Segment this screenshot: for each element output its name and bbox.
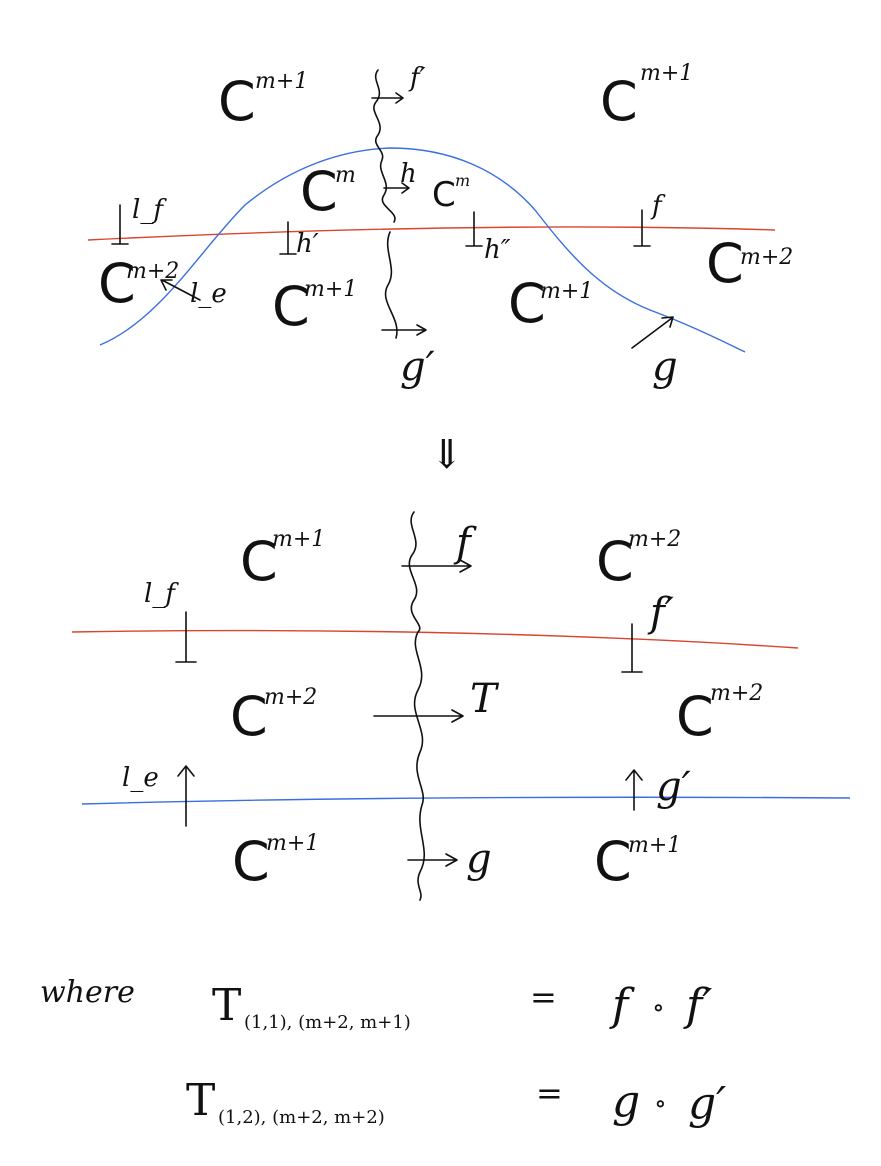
label-f-prime-top: f′ [408,63,426,93]
region-c-inner-right: C [432,175,456,215]
region-c-bottom-right-bottom: C [594,830,632,893]
label-f-right-top: f [650,191,666,221]
eq2-dot: ∘ [654,1089,667,1119]
top-center-string [373,69,396,223]
eq2-rhs-left: g [612,1076,640,1127]
where-word: where [40,975,135,1010]
eq2-equals: = [536,1074,563,1112]
arrow-h [383,182,410,194]
arrow-f-bottom [401,559,472,573]
exp-mid-right-bottom: m+2 [710,681,763,706]
exp-top-left-bottom: m+1 [272,527,325,552]
eq1-T: T [212,980,241,1031]
up-arrow-g-prime-bottom [625,769,643,811]
region-c-lower-outer-right: C [706,232,744,295]
arrow-le-top [160,279,201,301]
label-g-bottom: g [466,836,492,882]
region-c-upper-right: C [600,70,638,133]
down-arrow-lf-bottom [175,611,197,663]
arrow-g-top [631,316,674,349]
down-arrow-f-prime-bottom [621,623,643,673]
label-f-bottom: f [453,520,477,566]
exp-lower-inner-left: m+1 [304,277,357,302]
bottom-blue-line [81,796,851,805]
eq1-rhs-left: f [609,980,635,1031]
up-arrow-le-bottom [177,765,195,827]
eq1-subscript: (1,1), (m+2, m+1) [244,1012,411,1033]
label-h-double-prime: h″ [484,235,511,265]
arrow-g-bottom [407,853,458,867]
region-c-lower-inner-left: C [272,275,310,338]
exp-mid-left-bottom: m+2 [264,685,317,710]
region-c-mid-left-bottom: C [230,685,268,748]
region-c-top-right-bottom: C [596,530,634,593]
bottom-red-line [71,629,799,649]
top-red-line [87,226,776,241]
eq1-rhs-right: f′ [683,980,712,1031]
label-lf-bottom: l_f [144,579,179,609]
top-center-string-lower [384,231,398,339]
exp-bottom-left-bottom: m+1 [266,831,319,856]
top-blue-curve [99,147,746,353]
region-c-mid-right-bottom: C [676,685,714,748]
down-arrow-f-right [633,209,651,247]
exp-upper-right: m+1 [640,61,693,86]
down-arrow-lf-left [111,204,129,245]
exp-lower-outer-left: m+2 [126,259,179,284]
label-g-prime-top: g′ [400,344,435,390]
region-c-lower-outer-left: C [98,252,136,315]
exp-lower-inner-right: m+1 [540,279,593,304]
label-g-top: g [652,344,678,390]
label-h: h [400,159,417,189]
label-le-top: l_e [190,279,227,309]
exp-inner-right: m [455,171,470,190]
label-lf-top: l_f [132,195,167,225]
label-h-prime: h′ [296,229,319,259]
arrow-T [373,709,464,723]
label-f-prime-bottom: f′ [647,590,674,636]
region-c-lower-inner-right: C [508,272,546,335]
label-g-prime-bottom: g′ [656,764,691,810]
arrow-g-prime-top [381,324,427,336]
exp-bottom-right-bottom: m+1 [628,833,681,858]
equation-1: T (1,1), (m+2, m+1) = f ∘ f′ [212,978,712,1033]
exp-upper-left: m+1 [255,69,308,94]
exp-top-right-bottom: m+2 [628,527,681,552]
exp-lower-outer-right: m+2 [740,245,793,270]
label-le-bottom: l_e [122,763,159,793]
equivalence-arrow: ⇓ [430,432,464,478]
region-c-inner-left: C [300,160,338,223]
eq2-rhs-right: g′ [688,1078,726,1129]
down-arrow-h-double-prime [465,211,483,247]
eq1-equals: = [530,978,557,1016]
region-c-upper-left: C [218,70,256,133]
eq2-T: T [186,1075,215,1126]
label-T-bottom: T [470,676,500,722]
eq1-dot: ∘ [652,993,665,1023]
region-c-bottom-left-bottom: C [232,830,270,893]
bottom-diagram: C m+1 C m+2 C m+2 C m+2 C m+1 C m+1 f l_… [71,511,851,901]
eq2-subscript: (1,2), (m+2, m+2) [218,1107,385,1128]
equation-2: T (1,2), (m+2, m+2) = g ∘ g′ [186,1074,726,1129]
equations: where T (1,1), (m+2, m+1) = f ∘ f′ T (1,… [40,975,726,1129]
bottom-center-string [408,511,425,901]
region-c-top-left-bottom: C [240,530,278,593]
arrow-f-prime-top [371,92,404,104]
top-diagram: C m+1 C m+1 C m C m C m+2 C m+2 C m+1 C … [87,61,793,390]
exp-inner-left: m [335,163,356,188]
down-arrow-h-prime [279,221,297,255]
